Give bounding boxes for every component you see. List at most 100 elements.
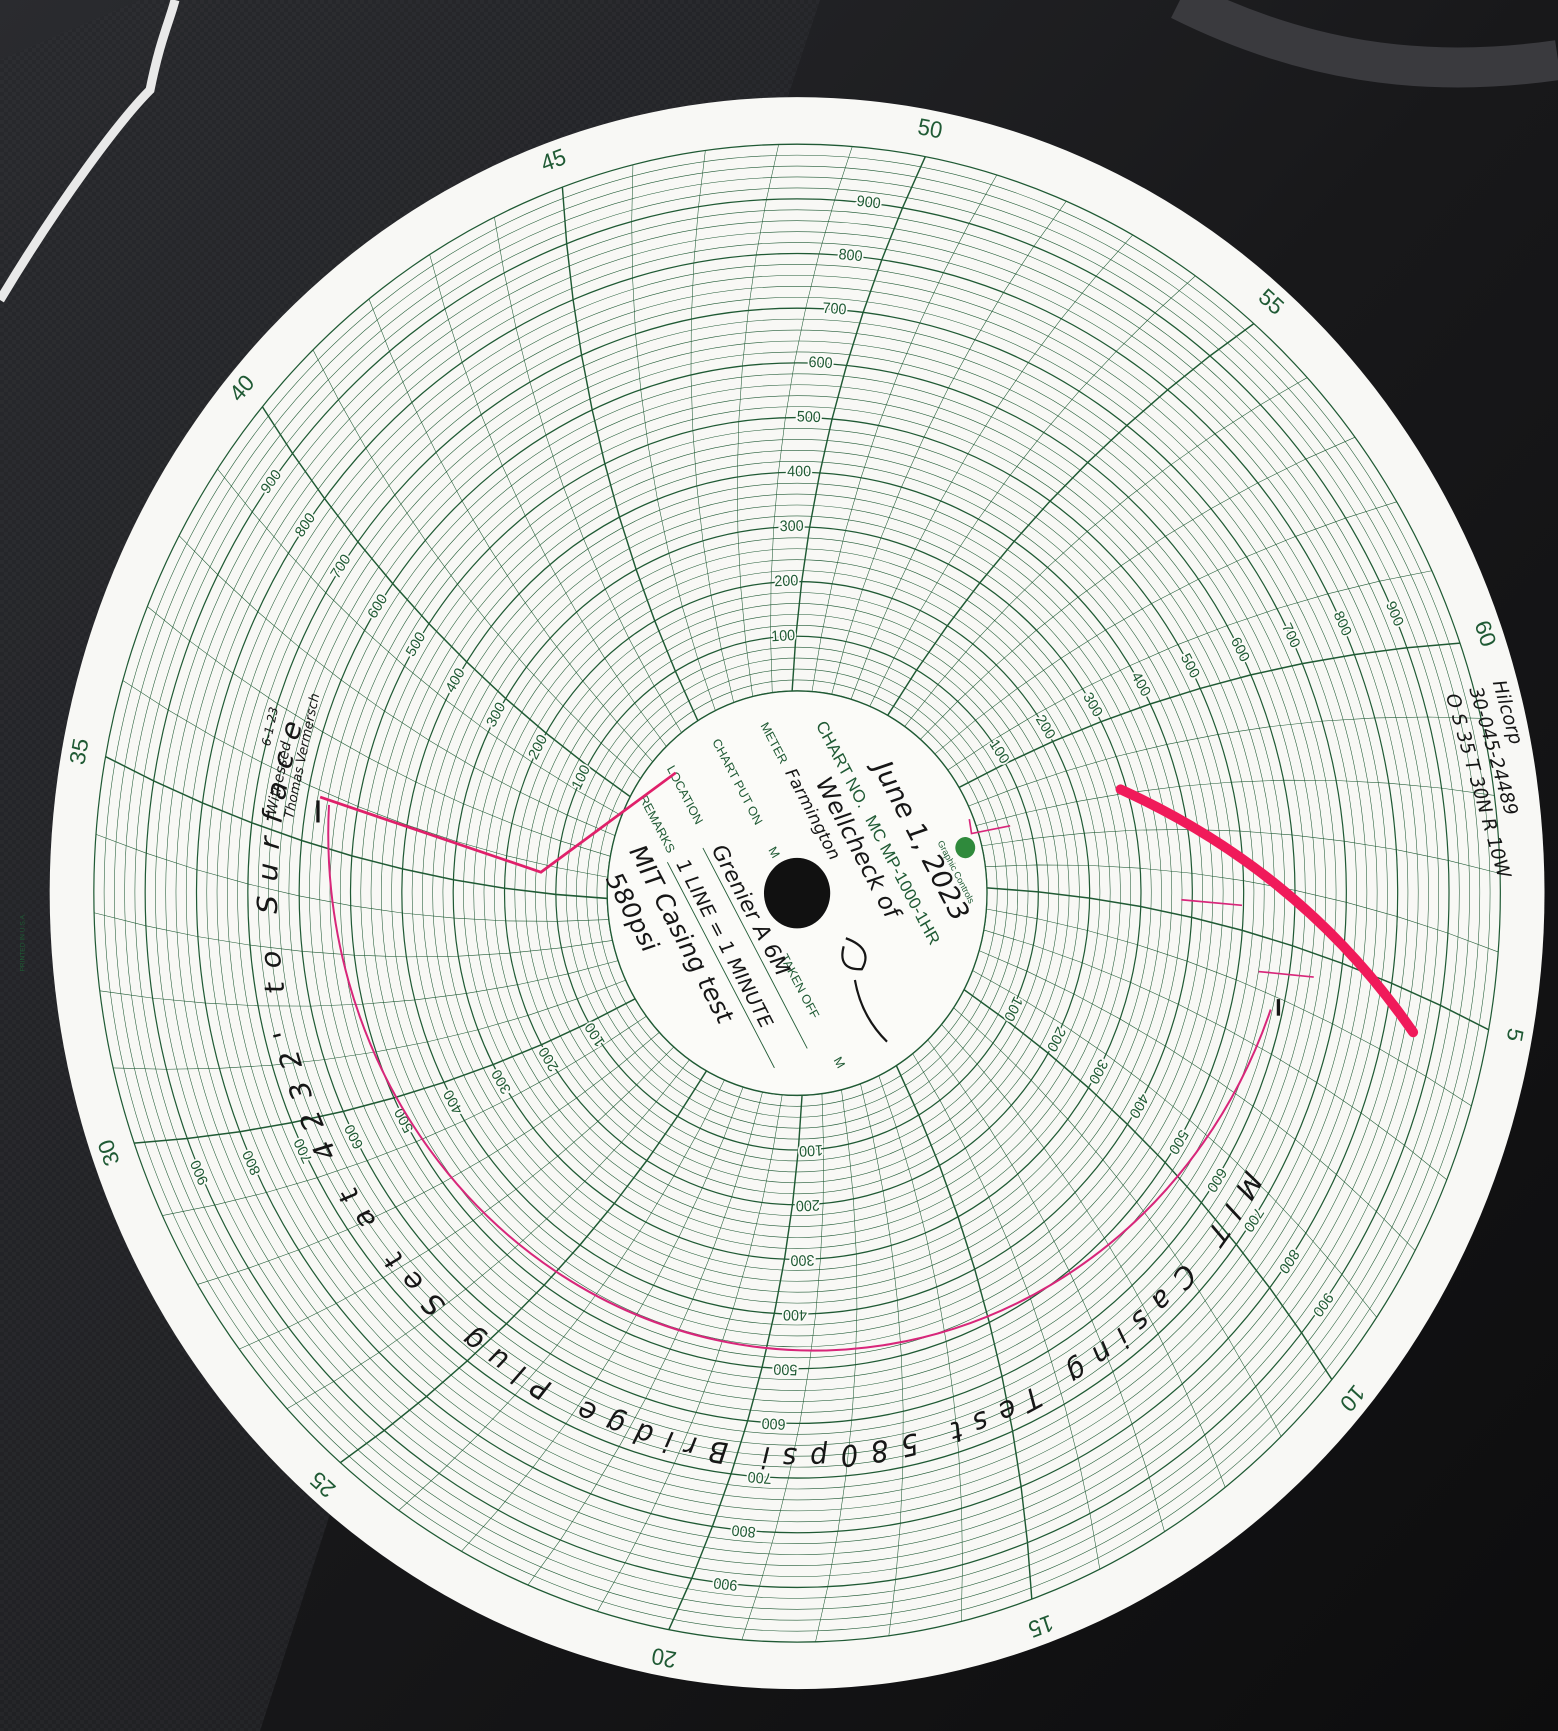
minute-line bbox=[895, 1065, 1033, 1600]
minute-line bbox=[850, 234, 1133, 700]
minute-line bbox=[122, 680, 608, 878]
pressure-label: 300 bbox=[780, 518, 804, 535]
pressure-ring bbox=[278, 340, 1316, 1446]
minute-label: 5 bbox=[1502, 1026, 1529, 1044]
minute-line bbox=[985, 864, 1499, 953]
pressure-ring bbox=[165, 220, 1429, 1566]
minute-line bbox=[815, 1089, 858, 1642]
minute-line bbox=[736, 144, 779, 697]
minute-line bbox=[947, 570, 1432, 771]
minute-line bbox=[339, 1070, 708, 1464]
pressure-label: 100 bbox=[771, 628, 796, 646]
pressure-label: 900 bbox=[856, 193, 881, 212]
pressure-ring bbox=[144, 198, 1450, 1589]
minute-line bbox=[912, 1053, 1101, 1570]
pen-trace bbox=[327, 804, 1272, 1352]
chart-paper: 5101520253035404550556010020030040050060… bbox=[19, 97, 1545, 1690]
minute-line bbox=[429, 254, 667, 747]
pressure-label: 600 bbox=[761, 1414, 786, 1432]
minute-line bbox=[105, 755, 608, 900]
pen-mark-left bbox=[319, 771, 677, 874]
minute-line bbox=[134, 998, 636, 1144]
minute-line bbox=[963, 989, 1333, 1380]
pressure-label: 400 bbox=[783, 1306, 807, 1323]
minute-line bbox=[178, 535, 616, 836]
pressure-ring bbox=[298, 362, 1296, 1425]
minute-line bbox=[93, 912, 613, 958]
minute-line bbox=[312, 349, 641, 779]
minute-line bbox=[983, 929, 1447, 1181]
pressure-ring bbox=[227, 286, 1368, 1501]
pressure-ring bbox=[473, 548, 1121, 1238]
pressure-ring bbox=[329, 395, 1265, 1391]
pressure-ring bbox=[452, 526, 1142, 1261]
minute-line bbox=[934, 501, 1397, 755]
minute-line bbox=[527, 1091, 763, 1586]
pressure-ring bbox=[268, 329, 1327, 1457]
pressure-ring bbox=[565, 646, 1029, 1140]
minute-line bbox=[986, 887, 1489, 1031]
pressure-label: 400 bbox=[787, 464, 811, 481]
minute-label: 35 bbox=[64, 736, 93, 767]
minute-line bbox=[99, 960, 619, 1007]
minute-line bbox=[831, 201, 1067, 695]
disk: 5101520253035404550556010020030040050060… bbox=[49, 97, 1545, 1690]
pressure-ring bbox=[555, 635, 1039, 1151]
minute-line bbox=[920, 436, 1356, 740]
pen-mark-top bbox=[968, 819, 1011, 835]
minute-line bbox=[811, 174, 998, 692]
pressure-label: 100 bbox=[799, 1141, 824, 1159]
minute-line bbox=[95, 834, 609, 922]
pressure-ring bbox=[493, 570, 1101, 1216]
minute-line bbox=[860, 1083, 904, 1636]
pressure-ring bbox=[257, 318, 1337, 1468]
minute-line bbox=[904, 377, 1308, 727]
pressure-ring bbox=[514, 592, 1080, 1195]
minute-line bbox=[953, 1007, 1282, 1437]
pressure-ring bbox=[124, 176, 1470, 1610]
pressure-ring bbox=[349, 416, 1245, 1370]
minute-line bbox=[927, 1039, 1165, 1532]
pressure-ring bbox=[339, 406, 1255, 1380]
minute-label: 50 bbox=[916, 113, 945, 144]
pressure-ring bbox=[503, 580, 1091, 1206]
pressure-ring bbox=[576, 657, 1019, 1129]
pressure-ring bbox=[535, 614, 1060, 1173]
printed-note: PRINTED IN U.S.A. bbox=[19, 913, 26, 972]
pressure-ring bbox=[442, 515, 1152, 1271]
minute-line bbox=[631, 164, 716, 711]
pressure-ring bbox=[401, 471, 1193, 1315]
minute-line bbox=[261, 406, 631, 798]
pressure-ring bbox=[134, 187, 1460, 1599]
minute-line bbox=[869, 275, 1196, 707]
pressure-ring bbox=[185, 242, 1409, 1544]
minute-line bbox=[217, 468, 622, 817]
pressure-label: 700 bbox=[822, 300, 847, 318]
pressure-ring bbox=[524, 603, 1070, 1184]
location-rule bbox=[702, 847, 808, 1049]
pressure-ring bbox=[391, 460, 1203, 1326]
pressure-ring bbox=[247, 307, 1347, 1479]
minute-line bbox=[113, 979, 626, 1070]
minute-line bbox=[398, 1079, 725, 1511]
pen-mark-right bbox=[1181, 898, 1314, 978]
pressure-ring bbox=[103, 154, 1491, 1632]
minute-label: 20 bbox=[650, 1643, 679, 1674]
minute-line bbox=[975, 779, 1495, 826]
pressure-ring bbox=[155, 209, 1440, 1577]
pressure-ring bbox=[175, 231, 1419, 1555]
minute-line bbox=[986, 908, 1472, 1107]
pressure-ring bbox=[206, 264, 1388, 1523]
pressure-ring bbox=[463, 537, 1131, 1249]
pressure-label: 500 bbox=[797, 409, 821, 426]
minute-line bbox=[561, 187, 699, 721]
pen-streak bbox=[1115, 784, 1419, 1038]
pressure-ring bbox=[319, 384, 1275, 1402]
pressure-ring bbox=[195, 252, 1399, 1534]
minute-line bbox=[968, 716, 1481, 807]
minute-line bbox=[958, 642, 1461, 789]
minute-line bbox=[979, 950, 1416, 1251]
center-hole bbox=[763, 857, 831, 929]
